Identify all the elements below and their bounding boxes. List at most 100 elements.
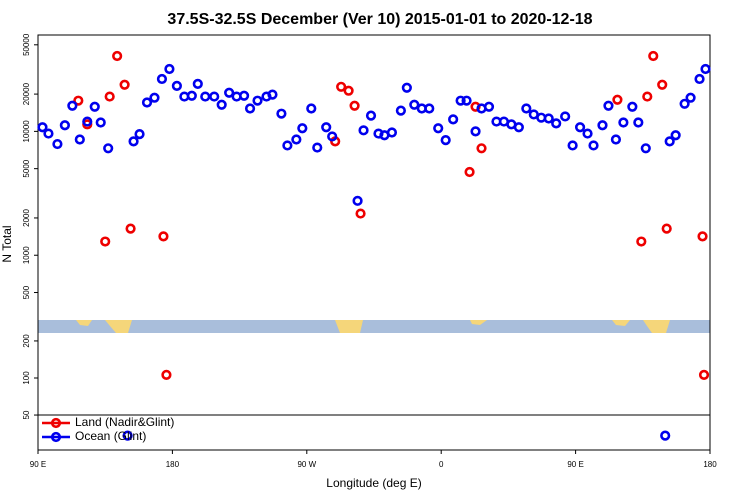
legend-label: Ocean (Glint) xyxy=(75,429,146,443)
point xyxy=(352,195,363,206)
legend-marker xyxy=(50,417,62,429)
point xyxy=(134,129,145,140)
point xyxy=(74,134,85,145)
point xyxy=(698,369,710,380)
point xyxy=(365,110,377,121)
y-tick-label: 500 xyxy=(22,285,31,299)
y-tick-label: 1000 xyxy=(22,246,31,264)
ocean-strip xyxy=(38,320,710,333)
point xyxy=(670,130,681,141)
land-shape xyxy=(643,320,670,333)
land-shape xyxy=(470,320,487,325)
point xyxy=(685,92,696,103)
x-tick-label: 180 xyxy=(166,460,180,469)
point xyxy=(648,50,659,62)
land-shape xyxy=(76,320,92,326)
point xyxy=(636,236,647,247)
point xyxy=(395,105,406,116)
x-tick-label: 0 xyxy=(439,460,444,469)
point xyxy=(424,103,435,114)
point xyxy=(440,135,451,146)
point xyxy=(588,140,599,151)
point xyxy=(267,89,278,100)
point xyxy=(43,128,54,139)
y-tick-label: 100 xyxy=(22,371,31,385)
land-shape xyxy=(335,320,363,333)
point xyxy=(433,123,444,134)
point xyxy=(336,81,347,92)
y-tick-label: 10000 xyxy=(22,120,31,143)
point xyxy=(95,117,106,128)
point xyxy=(464,166,475,178)
point xyxy=(119,79,130,90)
point xyxy=(660,430,671,441)
y-tick-label: 50 xyxy=(22,410,31,419)
map-strip xyxy=(38,320,710,333)
point xyxy=(244,103,256,114)
point xyxy=(700,63,711,75)
point xyxy=(156,73,168,85)
land-shape xyxy=(105,320,132,333)
point xyxy=(567,140,578,151)
point xyxy=(125,223,136,234)
point xyxy=(560,111,571,122)
chart-title: 37.5S-32.5S December (Ver 10) 2015-01-01… xyxy=(167,11,592,28)
point xyxy=(461,95,472,106)
point xyxy=(141,97,153,108)
point xyxy=(59,120,70,131)
point xyxy=(697,231,708,242)
point xyxy=(128,136,139,147)
point xyxy=(122,430,133,441)
point xyxy=(89,101,100,112)
land-shape xyxy=(612,320,630,326)
y-axis-label: N Total xyxy=(0,225,14,262)
point xyxy=(186,90,197,101)
y-tick-label: 20000 xyxy=(22,82,31,105)
point xyxy=(216,99,227,110)
point xyxy=(610,134,622,145)
point xyxy=(640,143,651,154)
point xyxy=(349,100,360,111)
legend-label: Land (Nadir&Glint) xyxy=(75,415,174,429)
point xyxy=(37,122,48,133)
point xyxy=(401,82,412,93)
y-tick-label: 50000 xyxy=(22,33,31,56)
point xyxy=(291,134,302,145)
point xyxy=(597,120,608,131)
point xyxy=(679,98,690,109)
point xyxy=(612,94,623,105)
point xyxy=(483,101,495,112)
point xyxy=(321,122,332,133)
y-tick-label: 5000 xyxy=(22,159,31,177)
point xyxy=(476,143,487,154)
point xyxy=(513,122,524,133)
point xyxy=(409,99,420,110)
point xyxy=(67,100,78,111)
point xyxy=(618,117,629,128)
point xyxy=(582,128,593,139)
point xyxy=(642,91,653,102)
x-tick-label: 90 E xyxy=(30,460,46,469)
x-axis-label: Longitude (deg E) xyxy=(326,476,421,490)
point xyxy=(343,85,354,96)
point xyxy=(158,231,169,242)
point xyxy=(521,103,532,114)
point xyxy=(171,80,182,91)
point xyxy=(112,50,123,62)
x-tick-label: 180 xyxy=(703,460,717,469)
point xyxy=(455,95,466,106)
point xyxy=(386,127,398,138)
x-tick-label: 90 E xyxy=(567,460,583,469)
point xyxy=(103,143,114,154)
point xyxy=(306,103,317,114)
y-tick-label: 2000 xyxy=(22,209,31,227)
point xyxy=(603,100,614,111)
point xyxy=(694,73,705,85)
point xyxy=(73,95,84,106)
point xyxy=(327,131,338,142)
point xyxy=(209,91,220,102)
point xyxy=(252,95,263,106)
point xyxy=(664,136,675,147)
